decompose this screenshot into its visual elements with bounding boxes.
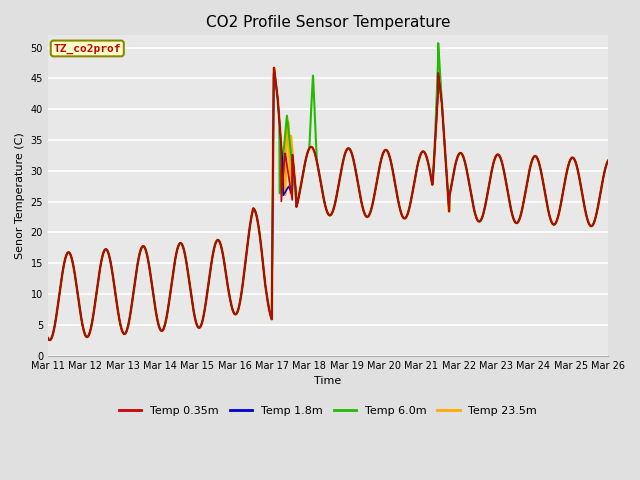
Legend: Temp 0.35m, Temp 1.8m, Temp 6.0m, Temp 23.5m: Temp 0.35m, Temp 1.8m, Temp 6.0m, Temp 2… [115, 402, 541, 420]
Y-axis label: Senor Temperature (C): Senor Temperature (C) [15, 132, 25, 259]
Text: TZ_co2prof: TZ_co2prof [54, 43, 121, 54]
Title: CO2 Profile Sensor Temperature: CO2 Profile Sensor Temperature [205, 15, 450, 30]
X-axis label: Time: Time [314, 376, 342, 386]
